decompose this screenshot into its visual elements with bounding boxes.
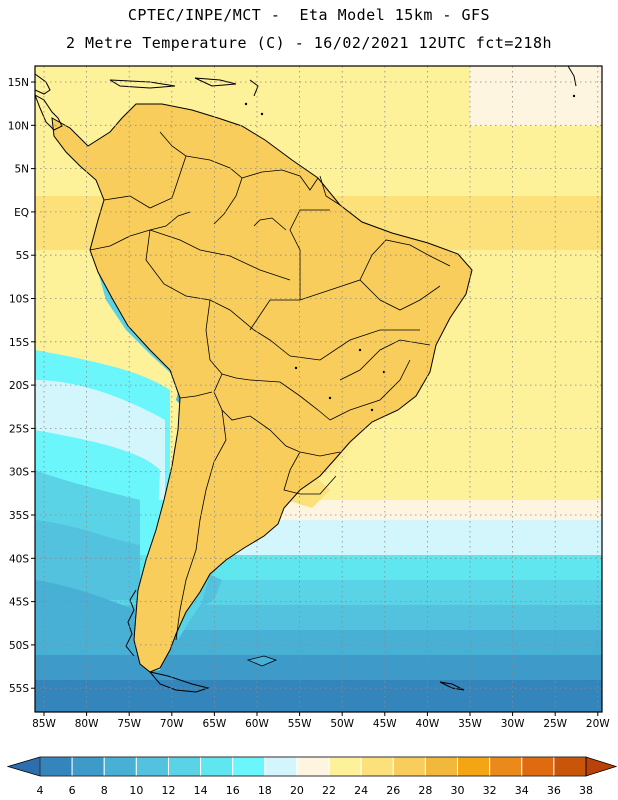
- colorbar-label: 30: [451, 784, 465, 797]
- colorbar-label: 24: [354, 784, 368, 797]
- colorbar-swatch: [135, 756, 169, 777]
- colorbar-arrow-left: [6, 756, 41, 777]
- lat-tick-label: 25S: [9, 423, 29, 435]
- colorbar-label: 10: [129, 784, 143, 797]
- colorbar-label: 26: [386, 784, 400, 797]
- map-frame: [34, 65, 603, 713]
- colorbar-swatch: [71, 756, 105, 777]
- colorbar-swatch: [264, 756, 298, 777]
- colorbar-label: 28: [418, 784, 432, 797]
- lat-tick-label: 50S: [9, 640, 29, 652]
- lat-tick-label: 10N: [8, 120, 29, 132]
- lat-tick-label: 10S: [9, 294, 29, 306]
- colorbar-label: 34: [515, 784, 529, 797]
- lon-tick-label: 65W: [203, 718, 227, 730]
- lon-tick-label: 80W: [75, 718, 99, 730]
- lon-tick-label: 85W: [32, 718, 56, 730]
- lon-tick-label: 60W: [245, 718, 269, 730]
- figure-title-line1: CPTEC/INPE/MCT - Eta Model 15km - GFS: [127, 6, 491, 24]
- colorbar-label: 12: [161, 784, 175, 797]
- lon-tick-label: 45W: [373, 718, 397, 730]
- colorbar-swatch: [553, 756, 587, 777]
- colorbar-label: 4: [37, 784, 44, 797]
- lat-tick-label: 30S: [9, 467, 29, 479]
- lat-tick-label: 35S: [9, 510, 29, 522]
- colorbar-label: 32: [483, 784, 497, 797]
- colorbar-swatch: [167, 756, 202, 777]
- lat-tick-label: 5S: [16, 250, 30, 262]
- lon-tick-label: 40W: [416, 718, 440, 730]
- lon-tick-label: 55W: [288, 718, 312, 730]
- colorbar-label: 20: [290, 784, 304, 797]
- colorbar-swatch: [521, 756, 555, 777]
- colorbar-swatch: [232, 756, 266, 777]
- lon-tick-label: 20W: [586, 718, 610, 730]
- colorbar-swatch: [296, 756, 330, 777]
- lon-tick-label: 70W: [160, 718, 184, 730]
- colorbar-swatch: [489, 756, 523, 777]
- colorbar: 4 6 8 10 12 14 16 18 20 22 24 26 28 30 32 34 36 38: [6, 756, 618, 797]
- colorbar-swatch: [457, 756, 491, 777]
- lat-tick-label: 45S: [9, 597, 29, 609]
- colorbar-label: 6: [69, 784, 76, 797]
- colorbar-label: 22: [322, 784, 336, 797]
- colorbar-swatch: [392, 756, 426, 777]
- colorbar-label: 14: [194, 784, 208, 797]
- lat-tick-label: 20S: [9, 380, 29, 392]
- lon-tick-label: 30W: [501, 718, 525, 730]
- lat-tick-label: 15S: [9, 337, 29, 349]
- lon-tick-label: 75W: [117, 718, 141, 730]
- colorbar-label: 36: [547, 784, 561, 797]
- figure-title-line2: 2 Metre Temperature (C) - 16/02/2021 12U…: [65, 34, 553, 52]
- lat-tick-label: 55S: [9, 683, 29, 695]
- lon-tick-label: 50W: [330, 718, 354, 730]
- lon-tick-label: 35W: [458, 718, 482, 730]
- colorbar-swatch: [424, 756, 459, 777]
- colorbar-swatch: [328, 756, 362, 777]
- colorbar-label: 38: [579, 784, 593, 797]
- colorbar-swatch: [103, 756, 137, 777]
- axis-ticks: 15N 10N 5N EQ 5S 10S 15S 20S 25S 30S 35S 40S 45S 50S 5…: [8, 77, 611, 730]
- lat-tick-label: 5N: [14, 164, 29, 176]
- lat-tick-label: EQ: [14, 207, 29, 219]
- colorbar-arrow-right: [585, 756, 618, 777]
- colorbar-label: 16: [226, 784, 240, 797]
- lon-tick-label: 25W: [543, 718, 567, 730]
- colorbar-swatch: [360, 756, 394, 777]
- country-borders: [89, 131, 451, 641]
- colorbar-swatch: [39, 756, 73, 777]
- colorbar-label: 18: [258, 784, 272, 797]
- colorbar-swatch: [200, 756, 234, 777]
- colorbar-label: 8: [101, 784, 108, 797]
- lat-tick-label: 15N: [8, 77, 29, 89]
- lat-tick-label: 40S: [9, 553, 29, 565]
